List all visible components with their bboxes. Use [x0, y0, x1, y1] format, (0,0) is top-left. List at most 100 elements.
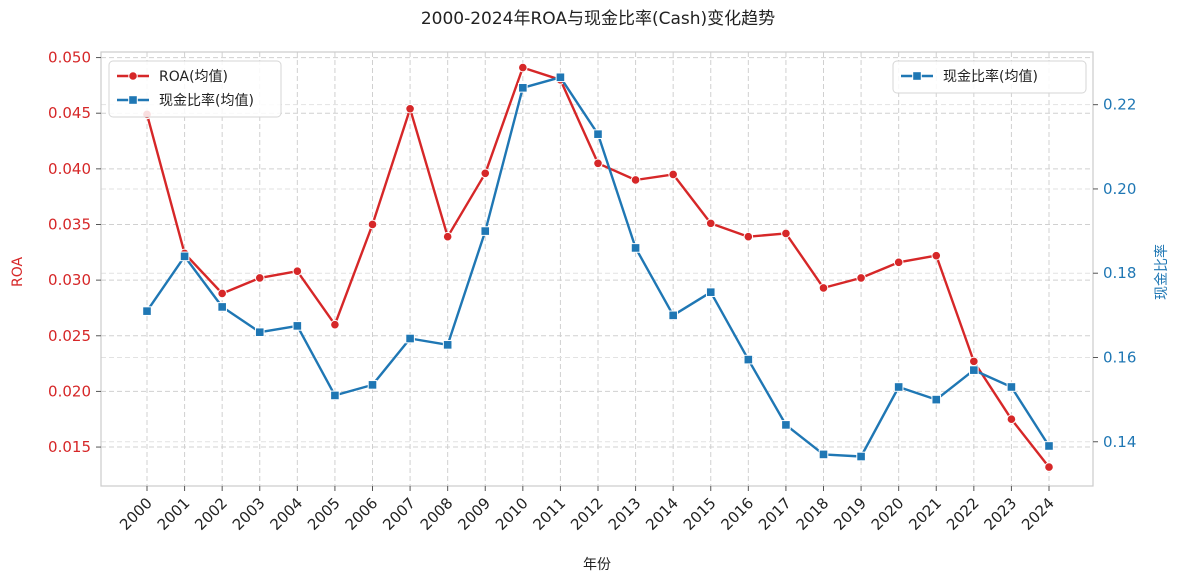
data-point — [442, 231, 453, 242]
data-point — [818, 283, 829, 293]
x-tick-label: 2018 — [793, 494, 833, 534]
series-cash-ratio — [142, 72, 1054, 462]
data-point — [781, 228, 791, 239]
data-point — [781, 420, 791, 430]
series-layer — [142, 62, 1054, 472]
data-point — [630, 175, 641, 185]
data-point — [743, 231, 754, 242]
legend-left: ROA(均值) 现金比率(均值) — [108, 60, 282, 118]
x-tick-label: 2004 — [266, 494, 306, 534]
data-point — [292, 266, 303, 277]
x-tick-label: 2019 — [830, 494, 870, 534]
data-point — [330, 390, 340, 401]
data-point — [292, 321, 303, 331]
y-right-tick-label: 0.16 — [1103, 348, 1136, 366]
y-left-tick-label: 0.025 — [48, 327, 91, 345]
x-tick-label: 2016 — [717, 494, 757, 534]
data-point — [668, 169, 678, 180]
y-right-tick-label: 0.22 — [1103, 96, 1136, 114]
y-right-tick-label: 0.20 — [1103, 180, 1136, 198]
x-tick-label: 2013 — [605, 494, 645, 534]
data-point — [969, 356, 979, 367]
y-right-tick-label: 0.14 — [1103, 433, 1136, 451]
y-left-tick-label: 0.050 — [48, 49, 91, 67]
data-point — [367, 219, 378, 230]
x-axis-label: 年份 — [583, 557, 611, 573]
legend-marker — [912, 71, 922, 81]
x-tick-label: 2003 — [229, 494, 269, 534]
data-point — [254, 273, 265, 283]
x-tick-label: 2010 — [492, 494, 532, 534]
data-point — [705, 218, 716, 229]
x-tick-label: 2011 — [530, 494, 570, 534]
data-point — [142, 306, 152, 316]
data-point — [856, 451, 866, 462]
y-left-tick-label: 0.035 — [48, 215, 91, 233]
data-point — [555, 72, 566, 83]
x-tick-label: 2008 — [417, 494, 457, 534]
x-tick-label: 2020 — [868, 494, 908, 534]
x-tick-label: 2009 — [454, 494, 494, 534]
data-point — [743, 354, 754, 365]
x-tick-label: 2023 — [981, 494, 1021, 534]
legend-marker — [128, 71, 138, 81]
x-tick-label: 2022 — [943, 494, 983, 534]
y-axis-right-label: 现金比率 — [1153, 244, 1170, 300]
y-axis-left-label: ROA — [10, 257, 26, 288]
data-point — [856, 273, 866, 283]
y-left-tick-label: 0.020 — [48, 382, 91, 400]
data-point — [668, 310, 678, 321]
data-point — [217, 302, 227, 312]
x-tick-label: 2005 — [304, 494, 344, 534]
data-point — [969, 365, 979, 375]
data-point — [1044, 441, 1054, 451]
data-point — [1006, 382, 1017, 392]
data-point — [405, 333, 415, 344]
x-tick-label: 2007 — [379, 494, 419, 534]
x-tick-label: 2002 — [191, 494, 231, 534]
y-right-tick-label: 0.18 — [1103, 264, 1136, 282]
x-tick-label: 2024 — [1018, 494, 1058, 534]
legend-layer: ROA(均值) 现金比率(均值) 现金比率(均值) — [108, 60, 1087, 118]
x-tick-label: 2014 — [642, 494, 682, 534]
chart-title: 2000-2024年ROA与现金比率(Cash)变化趋势 — [421, 9, 775, 29]
y-left-tick-label: 0.030 — [48, 271, 91, 289]
data-point — [480, 226, 491, 236]
data-point — [1044, 462, 1054, 472]
data-point — [893, 257, 904, 268]
legend-marker — [128, 95, 138, 105]
x-tick-label: 2012 — [567, 494, 607, 534]
data-point — [405, 103, 415, 114]
data-point — [705, 287, 716, 297]
legend-label: 现金比率(均值) — [943, 68, 1038, 85]
x-tick-label: 2021 — [905, 494, 945, 534]
data-point — [330, 319, 340, 330]
data-point — [179, 251, 190, 262]
data-point — [931, 250, 942, 261]
data-point — [518, 83, 528, 93]
data-point — [593, 158, 603, 169]
grid-layer — [101, 52, 1093, 486]
legend-label: ROA(均值) — [159, 69, 228, 85]
plot-frame — [100, 51, 1094, 487]
x-tick-label: 2000 — [116, 494, 156, 534]
data-point — [254, 327, 265, 338]
data-point — [893, 382, 904, 392]
data-point — [818, 449, 829, 460]
data-point — [630, 243, 641, 253]
data-point — [480, 168, 491, 179]
data-point — [1006, 414, 1017, 425]
legend-box — [108, 60, 282, 118]
data-point — [217, 288, 227, 299]
data-point — [518, 62, 528, 73]
y-left-tick-label: 0.045 — [48, 104, 91, 122]
data-point — [442, 340, 453, 350]
legend-right: 现金比率(均值) — [892, 60, 1087, 94]
x-tick-label: 2015 — [680, 494, 720, 534]
legend-box — [892, 60, 1087, 94]
data-point — [367, 380, 378, 390]
x-tick-label: 2006 — [342, 494, 382, 534]
y-left-tick-label: 0.040 — [48, 160, 91, 178]
